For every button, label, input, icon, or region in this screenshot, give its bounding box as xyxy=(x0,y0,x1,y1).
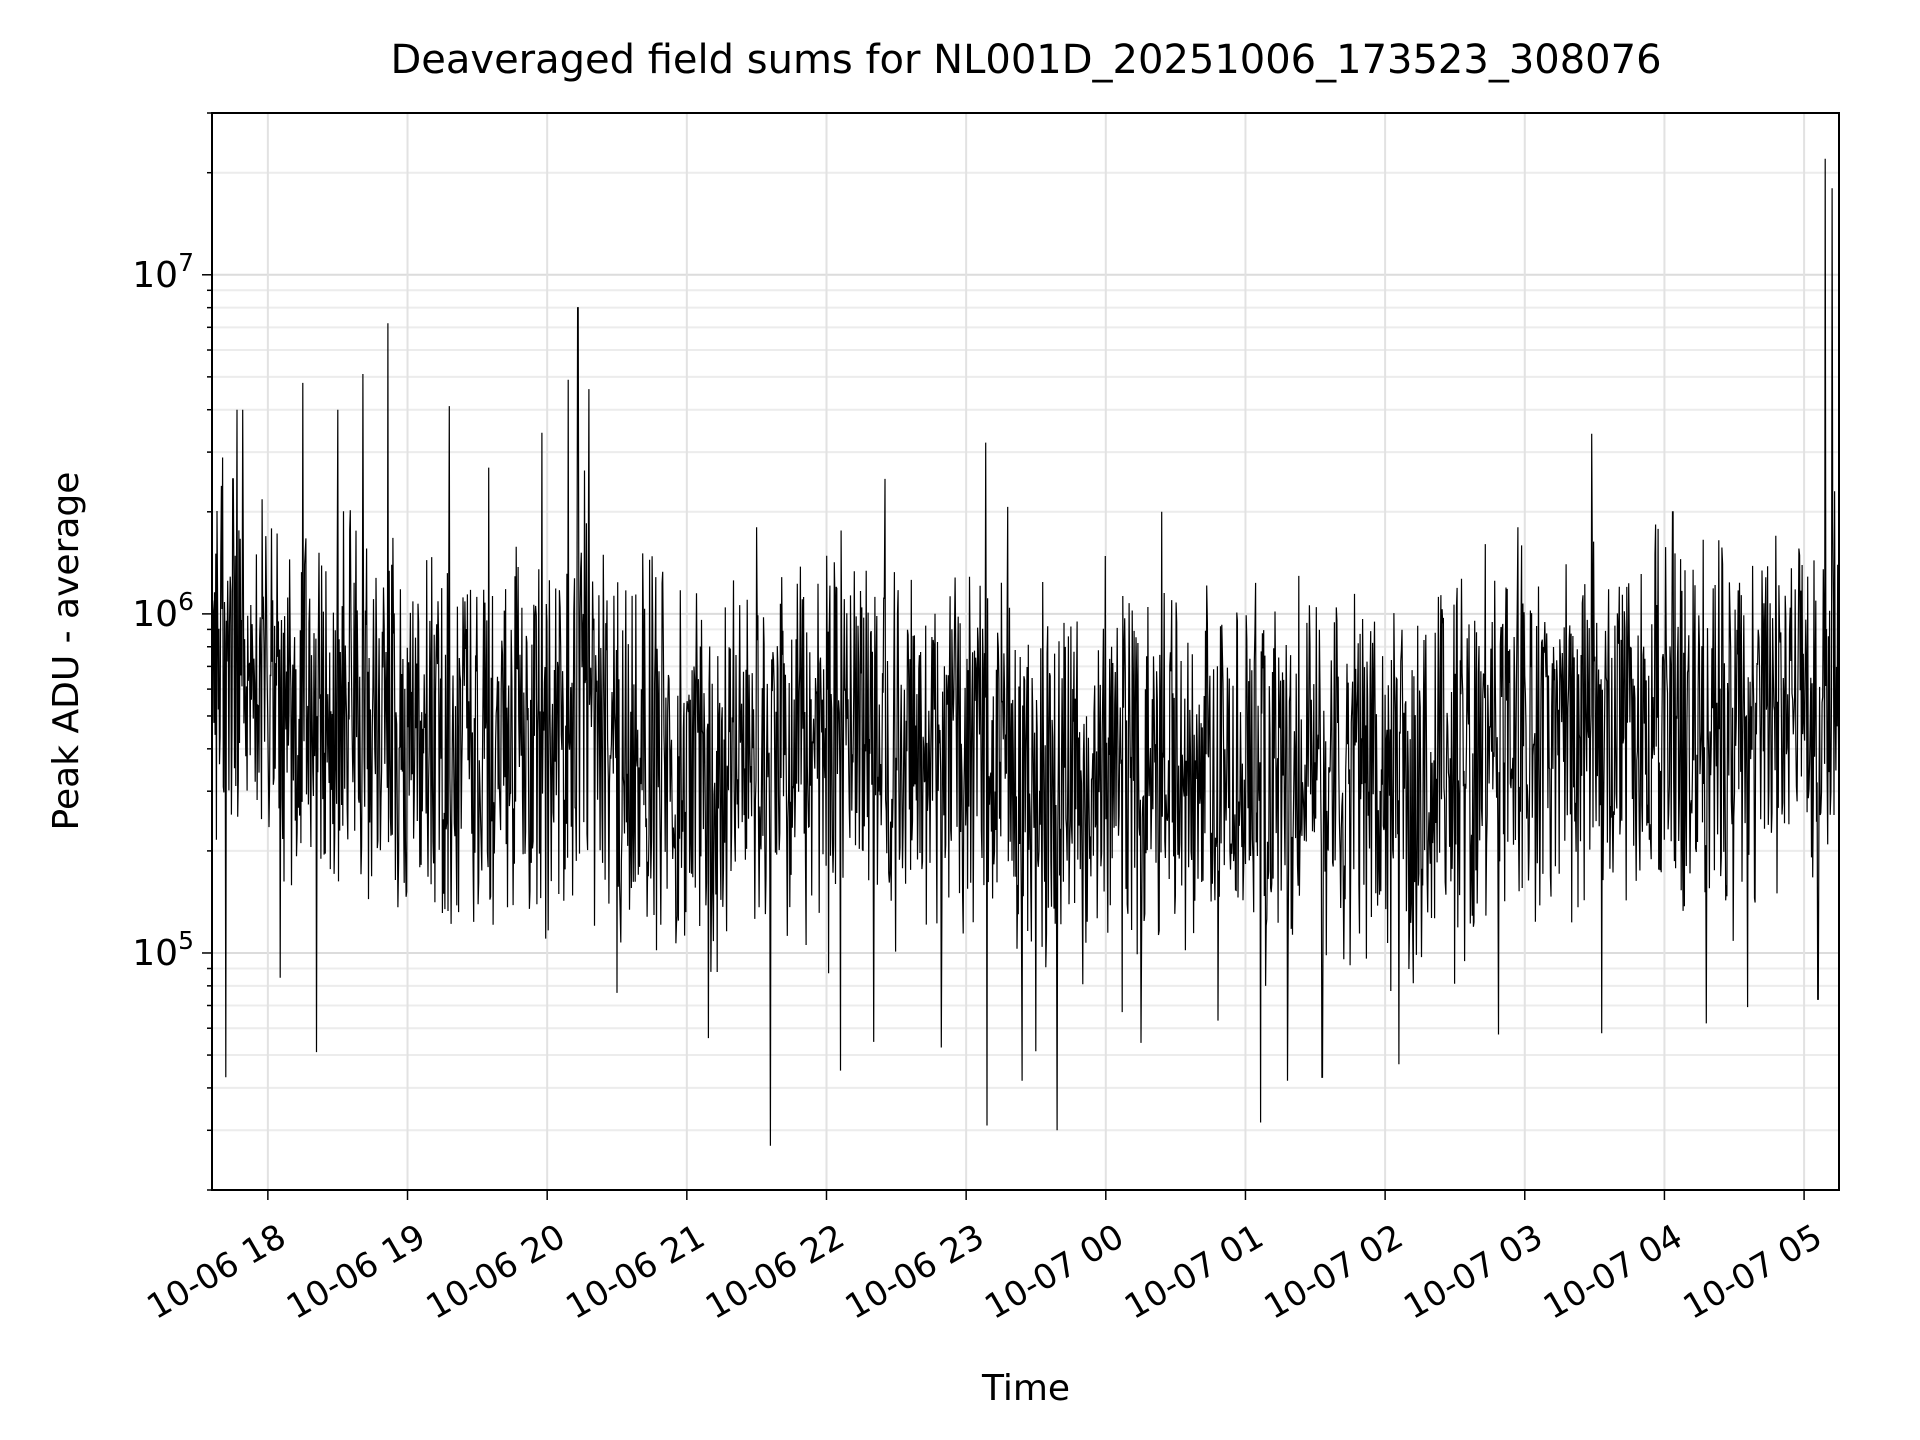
y-axis-label: Peak ADU - average xyxy=(46,472,87,831)
plot-area-frame xyxy=(211,112,1840,1191)
y-tick-label: 106 xyxy=(132,587,194,635)
chart-title: Deaveraged field sums for NL001D_2025100… xyxy=(390,37,1661,83)
y-tick-label: 107 xyxy=(132,248,194,296)
y-tick-label: 105 xyxy=(132,926,194,974)
series-path xyxy=(211,158,1840,1146)
x-axis-label: Time xyxy=(981,1368,1070,1409)
series-line xyxy=(211,158,1840,1146)
